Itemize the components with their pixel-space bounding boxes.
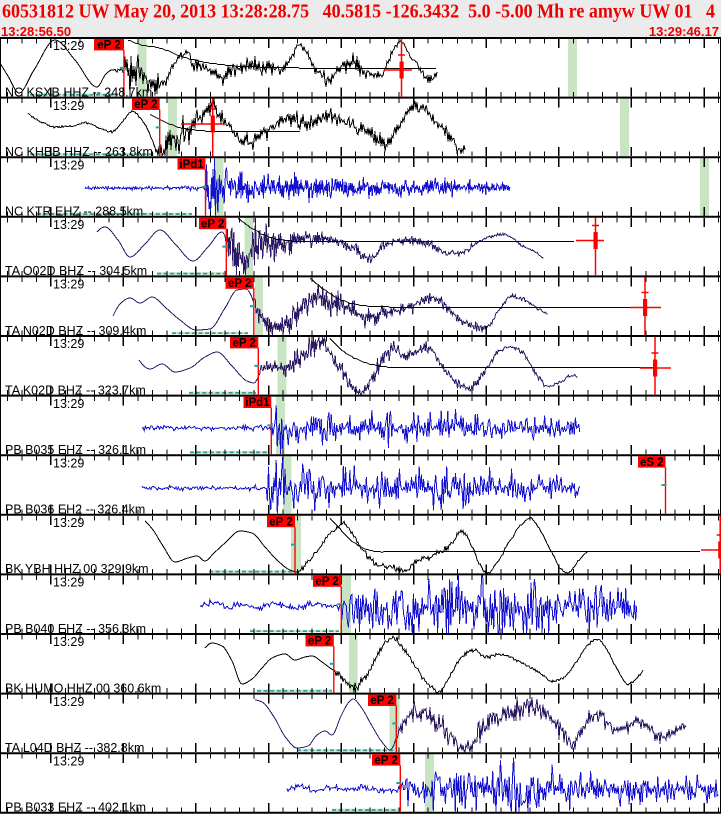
svg-text:TA K02D BHZ -- 323.7km: TA K02D BHZ -- 323.7km (5, 383, 146, 397)
svg-text:TA L04D BHZ -- 382.8km: TA L04D BHZ -- 382.8km (5, 741, 144, 755)
svg-text:eP 2: eP 2 (370, 695, 393, 707)
svg-text:13:29: 13:29 (53, 576, 84, 590)
svg-text:NC KTR EHZ -- 288.5km: NC KTR EHZ -- 288.5km (5, 205, 143, 219)
svg-text:eP 2: eP 2 (232, 338, 255, 350)
svg-text:13:29: 13:29 (53, 278, 84, 292)
svg-text:BK HUMO HHZ 00 360.6km: BK HUMO HHZ 00 360.6km (5, 681, 161, 695)
svg-text:eP 2: eP 2 (374, 755, 397, 767)
svg-text:TA N02D BHZ -- 309.4km: TA N02D BHZ -- 309.4km (5, 324, 146, 338)
svg-text:PB B033 EHZ -- 402.1km: PB B033 EHZ -- 402.1km (5, 801, 146, 815)
svg-text:13:28:56.50: 13:28:56.50 (1, 24, 71, 39)
svg-text:13:29: 13:29 (53, 218, 84, 232)
svg-text:eP 2: eP 2 (315, 576, 338, 588)
svg-text:iPd1: iPd1 (245, 397, 270, 409)
svg-text:13:29: 13:29 (53, 337, 84, 351)
svg-text:13:29: 13:29 (53, 456, 84, 470)
svg-text:eP 2: eP 2 (269, 516, 292, 528)
svg-text:13:29: 13:29 (53, 754, 84, 768)
svg-text:13:29: 13:29 (53, 39, 84, 53)
svg-text:PB B040 EHZ -- 356.3km: PB B040 EHZ -- 356.3km (5, 622, 146, 636)
svg-text:13:29:46.17: 13:29:46.17 (649, 24, 719, 39)
svg-text:60531812 UW May 20, 2013 13:28: 60531812 UW May 20, 2013 13:28:28.75 40.… (2, 1, 715, 23)
svg-text:BK YBH HHZ 00 329.9km: BK YBH HHZ 00 329.9km (5, 562, 149, 576)
svg-text:PB B036 EH2 -- 326.4km: PB B036 EH2 -- 326.4km (5, 503, 145, 517)
svg-text:NC KHBB HHZ -- 263.8km: NC KHBB HHZ -- 263.8km (5, 145, 153, 159)
svg-text:13:29: 13:29 (53, 635, 84, 649)
svg-text:eP 2: eP 2 (134, 99, 157, 111)
svg-text:13:29: 13:29 (53, 397, 84, 411)
svg-text:13:29: 13:29 (53, 516, 84, 530)
svg-text:eS 2: eS 2 (640, 457, 664, 469)
svg-text:iPd1: iPd1 (179, 159, 204, 171)
svg-text:13:29: 13:29 (53, 695, 84, 709)
svg-text:13:29: 13:29 (53, 158, 84, 172)
svg-text:eP 2: eP 2 (308, 636, 331, 648)
svg-text:eP 2: eP 2 (97, 40, 120, 52)
svg-text:13:29: 13:29 (53, 99, 84, 113)
svg-text:NC KSXB HHZ -- 248.7km: NC KSXB HHZ -- 248.7km (5, 85, 152, 99)
svg-text:PB B035 EHZ -- 326.1km: PB B035 EHZ -- 326.1km (5, 443, 146, 457)
svg-text:TA O02D BHZ -- 304.5km: TA O02D BHZ -- 304.5km (5, 264, 147, 278)
svg-text:eP 2: eP 2 (228, 278, 251, 290)
svg-text:eP 2: eP 2 (201, 218, 224, 230)
